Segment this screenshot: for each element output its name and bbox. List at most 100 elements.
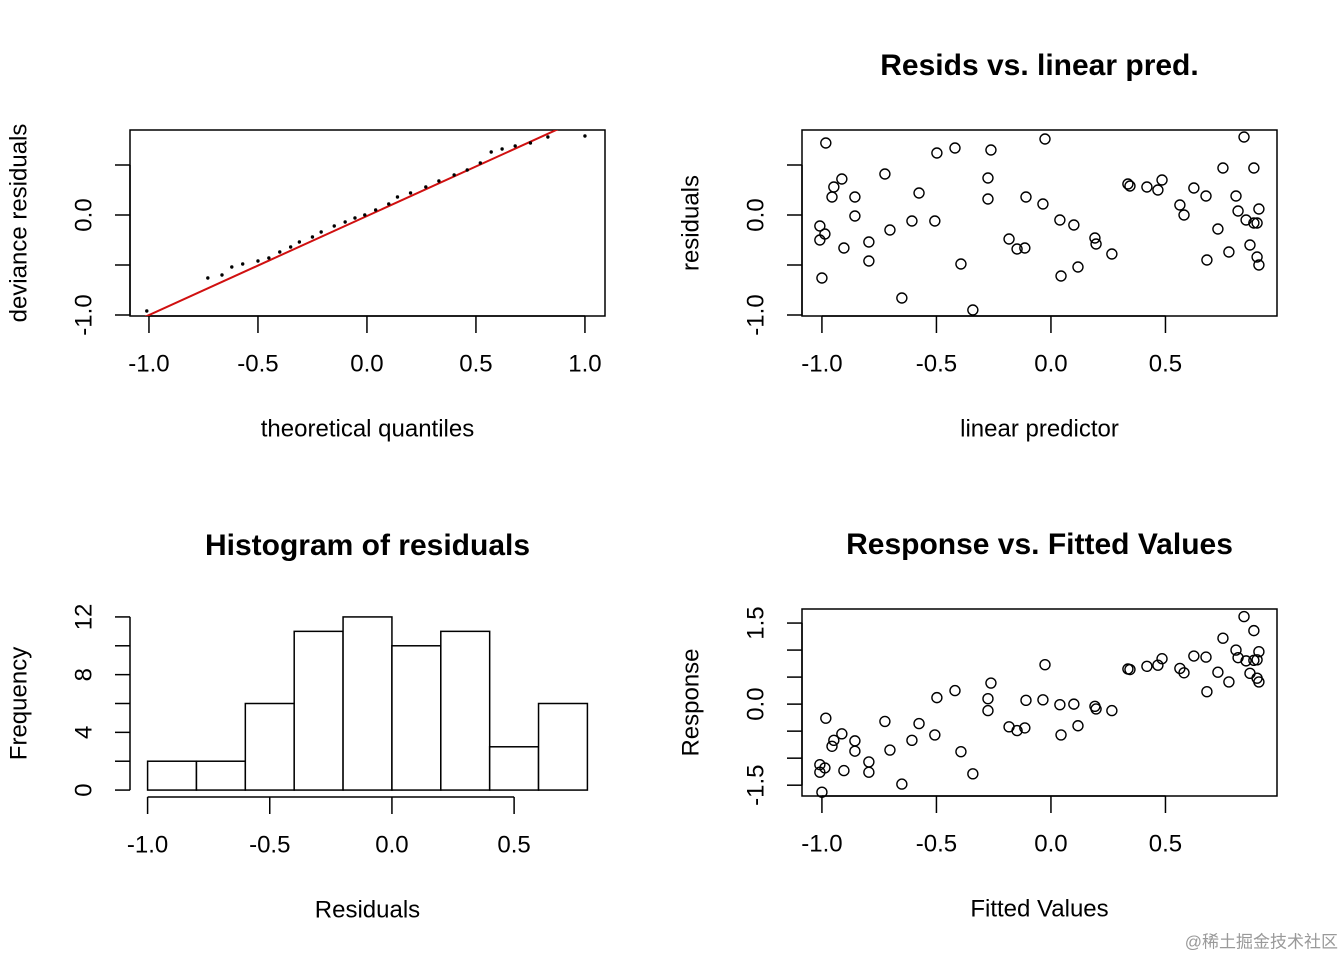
qq-point <box>332 224 336 228</box>
point <box>1251 217 1263 229</box>
point <box>1020 191 1032 203</box>
point <box>1200 651 1212 663</box>
qq-point <box>256 259 260 263</box>
bar <box>146 760 198 791</box>
bar <box>391 645 442 791</box>
qq-point <box>206 276 210 280</box>
point <box>931 691 943 704</box>
x-axis-label: theoretical quantiles <box>261 415 474 442</box>
y-axis-label: residuals <box>677 175 704 271</box>
qq-point <box>297 240 302 244</box>
point <box>838 764 850 777</box>
qq-point <box>437 179 441 183</box>
point <box>913 187 925 199</box>
point <box>1248 162 1260 174</box>
y-tick-label: 1.5 <box>742 606 769 639</box>
point <box>896 778 908 790</box>
x-tick-label: -0.5 <box>916 830 957 857</box>
y-tick-label: 12 <box>70 604 97 631</box>
point <box>967 768 979 780</box>
point <box>1201 254 1213 266</box>
point <box>1174 199 1186 211</box>
point <box>1152 184 1164 196</box>
y-axis-label: deviance residuals <box>5 124 32 323</box>
point <box>884 744 896 756</box>
qq-point <box>288 245 293 249</box>
point <box>1238 610 1250 623</box>
qq-point <box>500 147 504 151</box>
point <box>1188 182 1200 194</box>
qq-point <box>387 202 391 206</box>
point <box>884 224 896 236</box>
point <box>949 142 961 154</box>
point <box>1122 178 1134 190</box>
point <box>849 735 861 747</box>
point <box>1072 261 1084 273</box>
bar <box>293 630 344 791</box>
point <box>816 786 828 798</box>
panel: Resids vs. linear pred. linear predictor r… <box>677 49 1278 442</box>
point <box>828 181 840 193</box>
x-axis-label: Fitted Values <box>970 895 1108 922</box>
point <box>1217 632 1229 644</box>
point <box>1253 259 1265 271</box>
point <box>967 304 979 316</box>
point <box>1156 174 1168 186</box>
point <box>879 168 891 180</box>
panel: Histogram of residuals Residuals Frequency… <box>5 529 589 923</box>
x-tick-label: -0.5 <box>249 831 290 858</box>
point <box>1068 698 1080 710</box>
point <box>814 766 826 778</box>
plot-box <box>801 129 1278 317</box>
point <box>1072 720 1084 732</box>
point <box>863 766 875 778</box>
point <box>1068 219 1080 231</box>
point <box>1011 724 1023 737</box>
point <box>863 255 875 267</box>
point <box>1141 181 1153 193</box>
point <box>1037 198 1049 210</box>
qq-point <box>310 235 315 239</box>
point <box>985 144 997 156</box>
point <box>1055 729 1067 741</box>
point <box>1019 242 1031 254</box>
point <box>949 684 961 697</box>
point <box>1141 660 1153 672</box>
qq-point <box>319 230 323 234</box>
point <box>1212 223 1224 235</box>
point <box>985 677 997 689</box>
point <box>820 137 832 149</box>
point <box>1251 654 1263 666</box>
bar <box>488 746 540 791</box>
chart-title: Resids vs. linear pred. <box>880 49 1198 82</box>
point <box>1232 205 1244 217</box>
point <box>836 728 848 740</box>
point <box>1020 694 1032 707</box>
x-tick-label: 0.5 <box>497 831 530 858</box>
bar <box>244 702 295 791</box>
y-tick-label: 0 <box>70 783 97 796</box>
point <box>1106 248 1118 260</box>
bar <box>342 616 393 791</box>
point <box>1011 243 1023 255</box>
point <box>1212 666 1224 678</box>
qq-point <box>343 220 347 224</box>
qq-point <box>395 195 400 199</box>
point <box>1244 239 1256 251</box>
point <box>906 734 918 747</box>
point <box>1178 667 1190 679</box>
point <box>1037 694 1049 706</box>
bar <box>440 630 491 791</box>
point <box>820 712 832 724</box>
y-tick-label: 8 <box>70 668 97 681</box>
qq-point <box>241 262 245 266</box>
y-tick-label: 0.0 <box>742 687 769 720</box>
qq-point <box>489 150 493 154</box>
point <box>1200 190 1212 202</box>
x-tick-label: -0.5 <box>237 350 278 377</box>
point <box>906 215 918 227</box>
point <box>913 717 925 730</box>
qq-point <box>478 161 483 165</box>
y-axis-label: Frequency <box>5 647 32 760</box>
